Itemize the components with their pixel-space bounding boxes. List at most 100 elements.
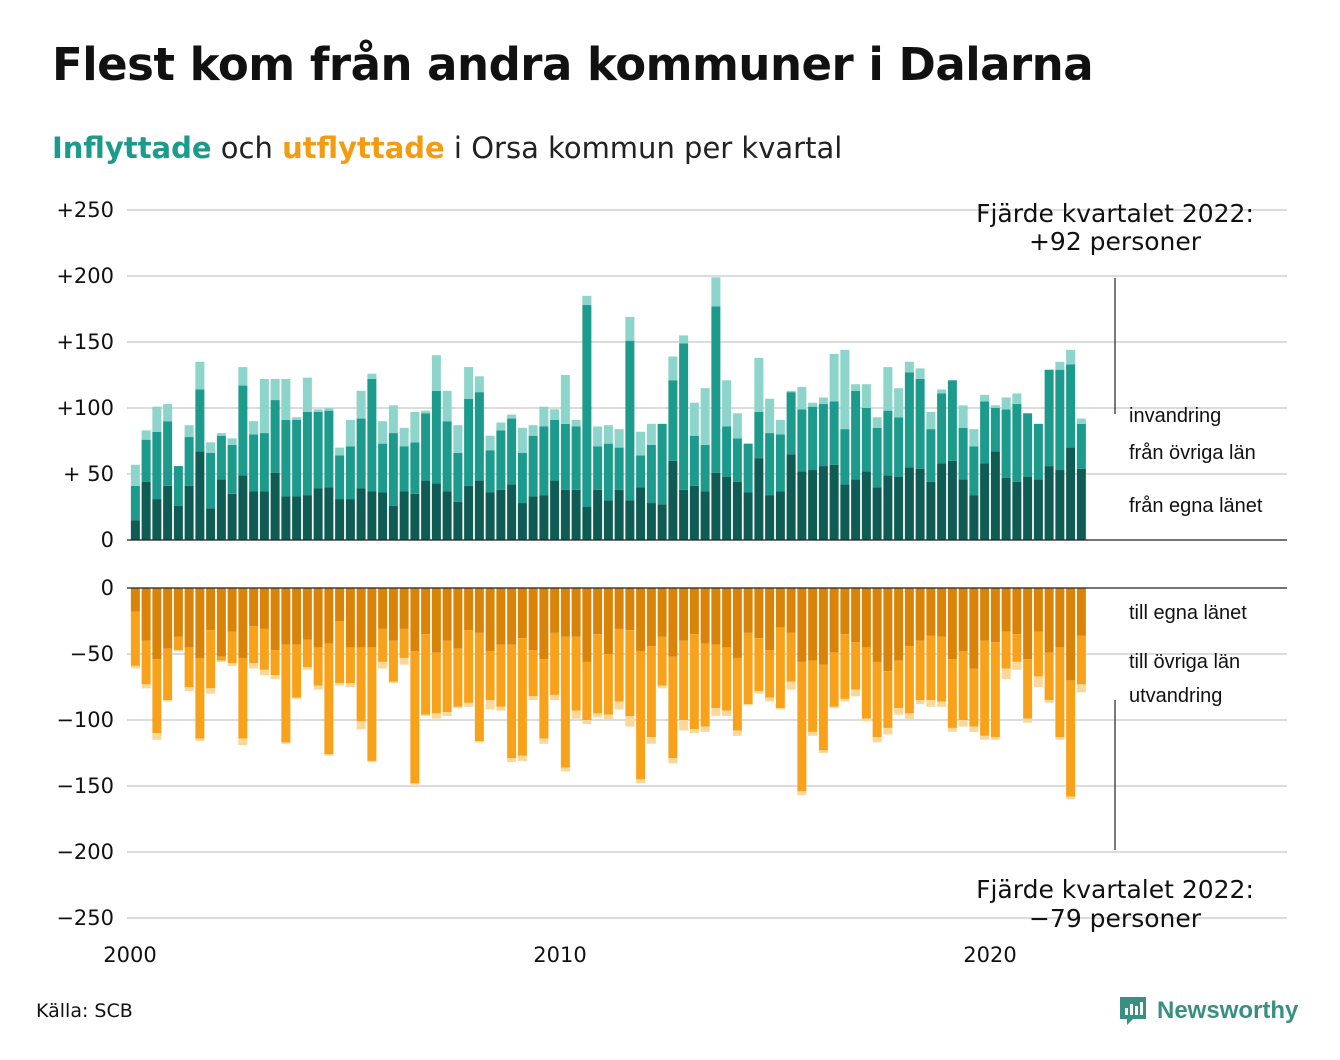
bar-segment-out [689, 588, 699, 635]
bar-segment-in [689, 435, 699, 486]
bar-segment-in [238, 475, 248, 540]
bar-segment-out [528, 696, 538, 701]
bar-segment-in [657, 504, 667, 540]
brand-logo: Newsworthy [1117, 994, 1298, 1028]
bar-segment-in [904, 467, 914, 540]
bar-segment-in [958, 405, 968, 428]
bar-segment-out [485, 700, 495, 710]
bar-segment-out [818, 750, 828, 753]
bar-segment-in [238, 367, 248, 386]
bar-segment-in [1033, 479, 1043, 540]
bar-segment-in [130, 485, 140, 521]
bar-segment-in [980, 394, 990, 402]
bar-segment-out [851, 588, 861, 643]
bar-segment-out [722, 710, 732, 717]
bar-segment-out [195, 657, 205, 739]
bar-segment-in [313, 488, 323, 540]
bar-segment-in [184, 485, 194, 540]
bar-segment-out [872, 737, 882, 743]
bar-segment-in [474, 376, 484, 393]
bar-segment-in [990, 451, 1000, 540]
bar-segment-in [270, 400, 280, 473]
bar-segment-in [195, 361, 205, 390]
bar-segment-in [507, 414, 517, 419]
bar-segment-in [1066, 349, 1076, 365]
bar-segment-in [711, 306, 721, 473]
bar-segment-in [313, 411, 323, 489]
bar-segment-out [388, 588, 398, 641]
bar-segment-out [560, 588, 570, 637]
bar-segment-out [732, 730, 742, 736]
bar-segment-out [582, 661, 592, 720]
bar-segment-in [152, 431, 162, 500]
bar-segment-in [775, 419, 785, 435]
bar-segment-in [388, 405, 398, 434]
bar-segment-in [883, 475, 893, 540]
bar-segment-out [754, 690, 764, 694]
bar-segment-out [969, 588, 979, 669]
chart-subtitle: Inflyttade och utflyttade i Orsa kommun … [52, 131, 842, 165]
bar-segment-out [496, 706, 506, 711]
bar-segment-out [861, 718, 871, 722]
bar-segment-out [528, 588, 538, 651]
bar-segment-out [292, 588, 302, 645]
bar-segment-in [593, 446, 603, 490]
bar-segment-out [668, 758, 678, 764]
bar-segment-out [1012, 588, 1022, 635]
bar-segment-out [700, 726, 710, 732]
bar-segment-in [442, 421, 452, 492]
bar-segment-in [141, 439, 151, 482]
bar-segment-out [173, 650, 183, 652]
label-till-egna-lanet: till egna länet [1129, 602, 1247, 624]
bar-segment-in [163, 485, 173, 540]
bar-segment-out [904, 646, 914, 714]
bar-segment-out [797, 661, 807, 792]
bar-segment-in [539, 406, 549, 427]
bar-segment-in [431, 355, 441, 391]
bar-segment-in [818, 404, 828, 467]
bar-segment-out [1044, 652, 1054, 701]
bar-segment-in [786, 390, 796, 393]
bar-segment-out [625, 588, 635, 631]
bar-segment-out [388, 681, 398, 684]
bar-segment-out [657, 685, 667, 689]
brand-name: Newsworthy [1157, 997, 1299, 1024]
bar-segment-out [335, 683, 345, 686]
bar-segment-in [141, 481, 151, 540]
bar-segment-in [593, 426, 603, 447]
bar-segment-out [593, 713, 603, 718]
bar-segment-in [808, 402, 818, 407]
bar-segment-in [883, 367, 893, 411]
bar-segment-in [259, 378, 269, 434]
bar-segment-out [249, 626, 259, 664]
bar-segment-in [1055, 369, 1065, 471]
bar-segment-in [614, 489, 624, 540]
bar-segment-in [206, 508, 216, 540]
bar-segment-out [474, 741, 484, 743]
bar-segment-in [969, 446, 979, 496]
bar-segment-out [883, 671, 893, 728]
bar-segment-out [775, 588, 785, 628]
bar-segment-in [485, 450, 495, 493]
bar-segment-out [646, 588, 656, 647]
bar-segment-out [1033, 588, 1043, 632]
bar-segment-out [507, 644, 517, 759]
callout-top-line1: Fjärde kvartalet 2022: [976, 199, 1254, 228]
bar-segment-in [582, 507, 592, 540]
bar-segment-out [668, 656, 678, 759]
bar-segment-out [743, 632, 753, 705]
bar-segment-out [1066, 680, 1076, 797]
bar-segment-out [1001, 631, 1011, 669]
bar-segment-out [238, 588, 248, 658]
bar-segment-in [324, 410, 334, 488]
source-note: Källa: SCB [36, 1000, 133, 1022]
bar-segment-out [603, 714, 613, 720]
label-utvandring: utvandring [1129, 685, 1222, 707]
bar-segment-in [560, 423, 570, 490]
bar-segment-in [227, 493, 237, 540]
label-invandring: invandring [1129, 405, 1221, 427]
bar-segment-out [926, 700, 936, 707]
bar-segment-out [141, 684, 151, 689]
bar-segment-out [216, 660, 226, 662]
bar-segment-in [464, 367, 474, 399]
